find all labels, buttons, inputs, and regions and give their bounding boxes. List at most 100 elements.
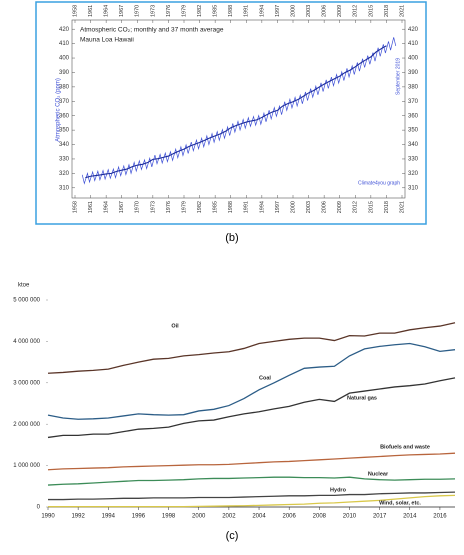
x-tick-label: 2010 <box>343 514 357 520</box>
y-tick-label: 5 000 000 <box>13 298 40 304</box>
y-tick-label: 380 <box>59 84 70 90</box>
y-tick-label: 4 000 000 <box>13 339 40 345</box>
x-tick-label: 1961 <box>88 5 94 17</box>
x-tick-label: 1991 <box>244 5 250 17</box>
y-tick-label: 400 <box>59 56 70 62</box>
caption: (c) <box>226 530 239 542</box>
series-label: Wind, solar, etc. <box>379 500 421 506</box>
x-tick-label: 2000 <box>290 5 296 17</box>
x-tick-label: 2021 <box>399 201 405 213</box>
series-line <box>47 342 456 420</box>
x-tick-label: 2009 <box>337 201 343 213</box>
annotation: September 2019 <box>395 58 401 95</box>
x-tick-label: 2021 <box>399 5 405 17</box>
x-tick-label: 1990 <box>41 514 55 520</box>
x-tick-label: 1994 <box>102 514 116 520</box>
x-tick-label: 2018 <box>384 5 390 17</box>
x-tick-label: 1979 <box>181 201 187 213</box>
series-line <box>81 37 397 185</box>
y-tick-label: 0 <box>37 505 41 511</box>
series-line <box>47 322 456 374</box>
x-tick-label: 2015 <box>368 5 374 17</box>
x-tick-label: 2004 <box>252 514 266 520</box>
x-tick-label: 1967 <box>119 5 125 17</box>
x-tick-label: 2000 <box>192 514 206 520</box>
y-tick-label: 330 <box>59 157 70 163</box>
x-tick-label: 1976 <box>166 201 172 213</box>
x-tick-label: 1973 <box>150 201 156 213</box>
series-line <box>47 452 456 471</box>
series-label: Nuclear <box>368 471 389 477</box>
y-tick-label: 370 <box>408 99 419 105</box>
series-label: Natural gas <box>347 395 377 401</box>
x-tick-label: 2006 <box>322 5 328 17</box>
y-tick-label: 2 000 000 <box>13 422 40 428</box>
x-tick-label: 2012 <box>353 201 359 213</box>
y-tick-label: 310 <box>59 185 70 191</box>
x-tick-label: 2015 <box>368 201 374 213</box>
x-tick-label: 2018 <box>384 201 390 213</box>
annotation: Climate4you graph <box>358 180 400 186</box>
x-tick-label: 1988 <box>228 201 234 213</box>
y-tick-label: 340 <box>59 142 70 148</box>
y-tick-label: 410 <box>408 41 419 47</box>
y-tick-label: 310 <box>408 185 419 191</box>
y-tick-label: 390 <box>59 70 70 76</box>
x-tick-label: 1994 <box>259 5 265 17</box>
y-tick-label: 420 <box>59 27 70 33</box>
x-tick-label: 2002 <box>222 514 236 520</box>
x-tick-label: 1958 <box>72 5 78 17</box>
y-tick-label: 370 <box>59 99 70 105</box>
x-tick-label: 1985 <box>213 5 219 17</box>
x-tick-label: 2000 <box>290 201 296 213</box>
y-tick-label: 3 000 000 <box>13 380 40 386</box>
y-tick-label: 320 <box>59 171 70 177</box>
chart-subtitle: Mauna Loa Hawaii <box>80 37 134 44</box>
x-tick-label: 1964 <box>104 5 110 17</box>
series-line <box>47 377 456 439</box>
x-tick-label: 2003 <box>306 5 312 17</box>
series-line <box>48 491 456 501</box>
x-tick-label: 2008 <box>313 514 327 520</box>
y-tick-label: 1 000 000 <box>13 463 40 469</box>
x-tick-label: 2006 <box>322 201 328 213</box>
x-tick-label: 1996 <box>132 514 146 520</box>
y-tick-label: 360 <box>59 113 70 119</box>
x-tick-label: 2016 <box>433 514 447 520</box>
x-tick-label: 1961 <box>88 201 94 213</box>
series-label: Biofuels and waste <box>380 444 430 450</box>
y-tick-label: 330 <box>408 157 419 163</box>
x-tick-label: 1967 <box>119 201 125 213</box>
x-tick-label: 1998 <box>162 514 176 520</box>
y-tick-label: 380 <box>408 84 419 90</box>
x-tick-label: 2009 <box>337 5 343 17</box>
x-tick-label: 2006 <box>283 514 297 520</box>
series-line <box>48 494 456 508</box>
series-label: Hydro <box>330 487 347 493</box>
y-tick-label: 420 <box>408 27 419 33</box>
x-tick-label: 1958 <box>72 201 78 213</box>
x-tick-label: 2017 <box>373 514 387 520</box>
y-tick-label: 400 <box>408 56 419 62</box>
series-line <box>85 45 387 179</box>
y-tick-label: 410 <box>59 41 70 47</box>
x-tick-label: 1985 <box>213 201 219 213</box>
series-line <box>47 476 456 486</box>
x-tick-label: 1982 <box>197 5 203 17</box>
x-tick-label: 1988 <box>228 5 234 17</box>
y-tick-label: 340 <box>408 142 419 148</box>
x-tick-label: 1973 <box>150 5 156 17</box>
caption: (b) <box>225 232 238 244</box>
chart-title: Atmospheric CO₂; monthly and 37 month av… <box>80 27 224 34</box>
x-tick-label: 2003 <box>306 201 312 213</box>
x-tick-label: 1970 <box>135 201 141 213</box>
series-label: Oil <box>171 323 179 329</box>
y-tick-label: 390 <box>408 70 419 76</box>
y-tick-label: 360 <box>408 113 419 119</box>
x-tick-label: 1976 <box>166 5 172 17</box>
x-tick-label: 1992 <box>71 514 85 520</box>
y-tick-label: 350 <box>408 128 419 134</box>
x-tick-label: 1991 <box>244 201 250 213</box>
y-axis-label: ktoe <box>18 283 30 289</box>
